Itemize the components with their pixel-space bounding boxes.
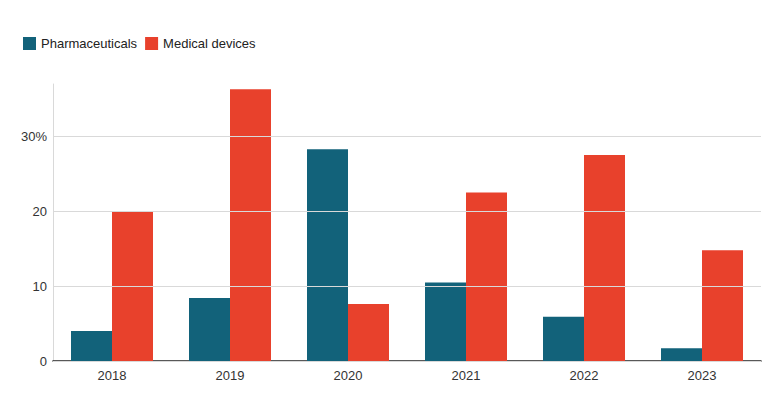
svg-text:20: 20 [33, 204, 47, 219]
svg-text:2023: 2023 [688, 368, 717, 383]
svg-text:30%: 30% [21, 129, 47, 144]
svg-text:2022: 2022 [570, 368, 599, 383]
svg-text:2020: 2020 [334, 368, 363, 383]
svg-text:Medical devices: Medical devices [163, 36, 256, 51]
svg-text:2018: 2018 [98, 368, 127, 383]
svg-text:10: 10 [33, 279, 47, 294]
svg-text:2019: 2019 [216, 368, 245, 383]
svg-text:Pharmaceuticals: Pharmaceuticals [41, 36, 138, 51]
svg-text:2021: 2021 [452, 368, 481, 383]
svg-text:0: 0 [40, 354, 47, 369]
